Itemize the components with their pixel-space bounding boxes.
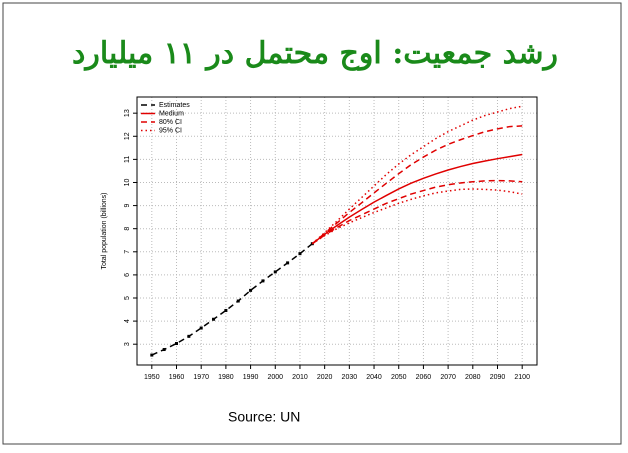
y-tick-label: 10 xyxy=(124,178,131,186)
x-tick-label: 2010 xyxy=(292,374,308,381)
legend-label: 80% CI xyxy=(159,119,182,126)
data-point xyxy=(236,299,240,303)
y-tick-label: 8 xyxy=(124,227,131,231)
data-point xyxy=(261,279,265,283)
x-tick-label: 1990 xyxy=(243,374,259,381)
x-tick-label: 1960 xyxy=(169,374,185,381)
slide-border xyxy=(2,2,622,445)
data-point xyxy=(150,353,154,357)
data-point xyxy=(162,348,166,352)
source-note: Source: UN xyxy=(228,409,300,425)
x-tick-label: 2100 xyxy=(514,374,530,381)
x-tick-label: 2030 xyxy=(342,374,358,381)
x-tick-label: 2080 xyxy=(465,374,481,381)
x-tick-label: 1970 xyxy=(193,374,209,381)
y-tick-label: 11 xyxy=(124,156,131,163)
x-tick-label: 2060 xyxy=(416,374,432,381)
series-line xyxy=(311,125,523,245)
legend-label: 95% CI xyxy=(159,127,182,134)
series-line xyxy=(151,243,313,356)
legend-label: Estimates xyxy=(159,102,190,109)
data-point xyxy=(199,326,203,330)
x-tick-label: 2020 xyxy=(317,374,333,381)
series-line xyxy=(311,153,523,245)
data-point xyxy=(175,342,179,346)
series-line xyxy=(311,105,523,245)
y-tick-label: 7 xyxy=(124,250,131,254)
data-point xyxy=(298,252,302,256)
data-point xyxy=(212,317,216,321)
series-line xyxy=(311,188,523,245)
legend-label: Medium xyxy=(159,110,184,117)
slide-title: رشد جمعیت: اوج محتمل در ۱۱ میلیارد xyxy=(72,36,558,71)
y-tick-label: 3 xyxy=(124,342,131,346)
data-point xyxy=(224,308,228,312)
x-tick-label: 2090 xyxy=(490,374,506,381)
y-axis-title: Total population (billions) xyxy=(101,192,108,269)
x-tick-label: 2000 xyxy=(267,374,283,381)
y-tick-label: 6 xyxy=(124,273,131,277)
x-tick-label: 1950 xyxy=(144,374,160,381)
data-point xyxy=(249,288,253,292)
y-tick-label: 9 xyxy=(124,204,131,208)
y-tick-label: 12 xyxy=(124,132,131,140)
x-tick-label: 2040 xyxy=(366,374,382,381)
plot-frame xyxy=(136,96,538,366)
series-line xyxy=(311,179,523,245)
x-tick-label: 2070 xyxy=(440,374,456,381)
x-tick-label: 1980 xyxy=(218,374,234,381)
y-tick-label: 5 xyxy=(124,296,131,300)
y-tick-label: 4 xyxy=(124,319,131,323)
data-point xyxy=(273,270,277,274)
data-point xyxy=(286,261,290,265)
y-tick-label: 13 xyxy=(124,109,131,117)
x-tick-label: 2050 xyxy=(391,374,407,381)
data-point xyxy=(187,334,191,338)
